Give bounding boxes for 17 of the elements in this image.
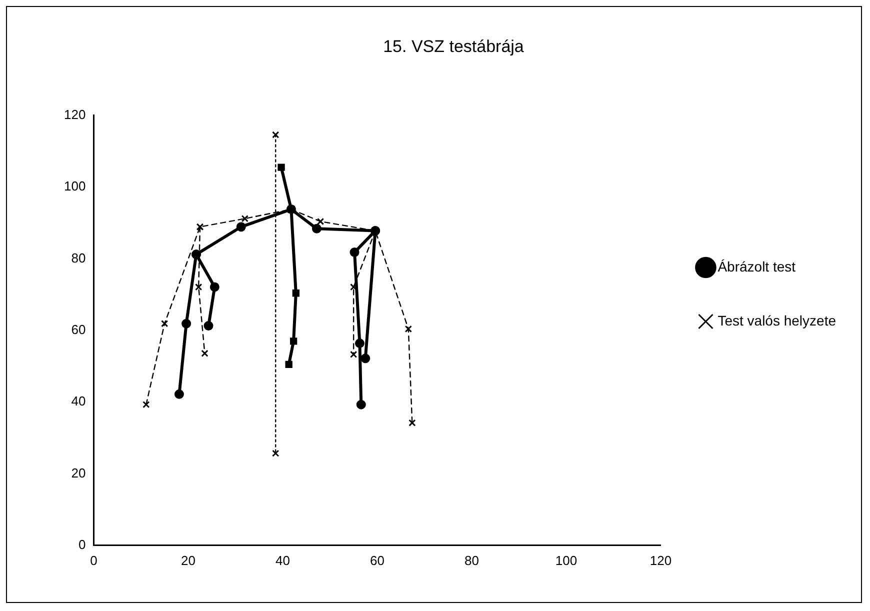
x-tick-label: 60	[370, 552, 384, 568]
chart-title: 15. VSZ testábrája	[383, 36, 524, 56]
y-tick-label: 100	[64, 178, 86, 194]
y-tick-label: 20	[71, 465, 86, 480]
y-tick-label: 40	[71, 394, 86, 409]
x-tick-label: 80	[464, 552, 479, 568]
y-tick-label: 60	[71, 322, 86, 337]
x-tick-label: 20	[180, 552, 196, 568]
legend-label: Ábrázolt test	[718, 258, 796, 274]
y-tick-label: 120	[64, 106, 86, 122]
x-tick-label: 0	[90, 552, 98, 568]
y-tick-label: 80	[71, 250, 86, 266]
x-tick-label: 120	[650, 552, 672, 568]
y-tick-label: 0	[78, 536, 86, 552]
legend-label: Test valós helyzete	[718, 312, 836, 328]
x-tick-label: 40	[275, 552, 290, 568]
x-tick-label: 100	[555, 552, 578, 568]
